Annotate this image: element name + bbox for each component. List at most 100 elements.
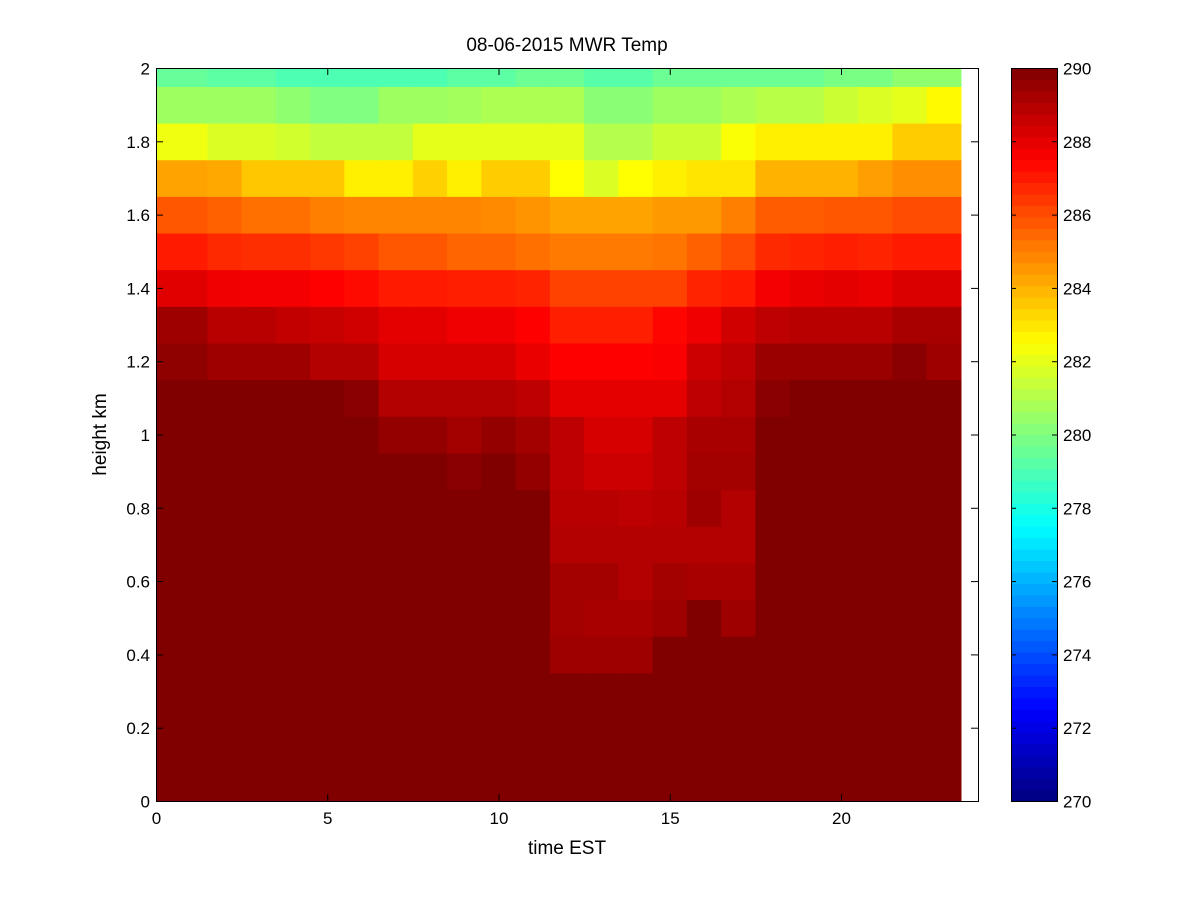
heatmap-cell bbox=[721, 232, 756, 271]
heatmap-cell bbox=[310, 526, 345, 564]
heatmap-cell bbox=[618, 86, 654, 124]
heatmap-cell bbox=[926, 379, 962, 417]
heatmap-cell bbox=[755, 489, 791, 527]
colorbar-band bbox=[1011, 274, 1057, 287]
heatmap-cell bbox=[892, 68, 928, 87]
heatmap-cell bbox=[652, 86, 688, 124]
colorbar-band bbox=[1011, 354, 1057, 367]
heatmap-cell bbox=[549, 86, 585, 124]
heatmap-cell bbox=[721, 452, 756, 491]
heatmap-cell bbox=[447, 452, 482, 491]
heatmap-cell bbox=[156, 672, 208, 802]
heatmap-cell bbox=[721, 342, 756, 381]
heatmap-cell bbox=[207, 489, 243, 527]
heatmap-cell bbox=[652, 379, 688, 417]
heatmap-cell bbox=[926, 232, 962, 271]
heatmap-cell bbox=[310, 636, 345, 674]
heatmap-cell bbox=[447, 159, 482, 197]
heatmap-cell bbox=[156, 489, 208, 527]
heatmap-cell bbox=[858, 379, 893, 417]
colorbar-band bbox=[1011, 709, 1057, 722]
heatmap-cell bbox=[515, 562, 551, 601]
colorbar-band bbox=[1011, 205, 1057, 218]
heatmap-cell bbox=[515, 342, 551, 381]
heatmap-cell bbox=[241, 672, 277, 802]
heatmap-cell bbox=[652, 122, 688, 161]
heatmap-cell bbox=[549, 232, 585, 271]
colorbar-band bbox=[1011, 79, 1057, 92]
colorbar-band bbox=[1011, 766, 1057, 779]
heatmap-cell bbox=[858, 269, 893, 307]
colorbar-band bbox=[1011, 526, 1057, 539]
heatmap-cell bbox=[207, 636, 243, 674]
heatmap-cell bbox=[344, 68, 380, 87]
heatmap-cell bbox=[378, 672, 414, 802]
heatmap-cell bbox=[412, 269, 448, 307]
colorbar-band bbox=[1011, 285, 1057, 298]
heatmap-cell bbox=[652, 599, 688, 637]
heatmap-cell bbox=[926, 86, 962, 124]
heatmap-cell bbox=[241, 68, 277, 87]
heatmap-cell bbox=[515, 232, 551, 271]
heatmap-cell bbox=[344, 196, 380, 234]
y-tick-label: 0.4 bbox=[126, 646, 150, 665]
colorbar-band bbox=[1011, 732, 1057, 745]
heatmap-cell bbox=[755, 379, 791, 417]
heatmap-cell bbox=[721, 672, 756, 802]
y-tick-label: 1 bbox=[141, 426, 150, 445]
heatmap-cell bbox=[207, 306, 243, 344]
heatmap-cell bbox=[755, 562, 791, 601]
colorbar-band bbox=[1011, 697, 1057, 710]
heatmap-cell bbox=[481, 86, 517, 124]
heatmap-cell bbox=[755, 452, 791, 491]
heatmap-cell bbox=[584, 159, 619, 197]
heatmap-cell bbox=[275, 526, 311, 564]
y-axis: 0 0.2 0.4 0.6 0.8 1 1.2 1.4 1.6 1.8 2 bbox=[126, 60, 978, 812]
heatmap-cell bbox=[618, 269, 654, 307]
heatmap-cell bbox=[447, 342, 482, 381]
heatmap-cell bbox=[275, 636, 311, 674]
heatmap-cell bbox=[344, 416, 380, 454]
x-axis-label: time EST bbox=[528, 838, 607, 859]
colorbar-band bbox=[1011, 423, 1057, 436]
heatmap-cell bbox=[686, 599, 722, 637]
heatmap-cell bbox=[207, 159, 243, 197]
heatmap-cell bbox=[207, 562, 243, 601]
heatmap-cell bbox=[207, 526, 243, 564]
heatmap-cell bbox=[156, 562, 208, 601]
heatmap-cell bbox=[652, 562, 688, 601]
heatmap-cell bbox=[926, 122, 962, 161]
heatmap-cell bbox=[447, 672, 482, 802]
heatmap-cell bbox=[892, 306, 928, 344]
heatmap-cell bbox=[652, 489, 688, 527]
heatmap-cell bbox=[926, 489, 962, 527]
heatmap-cell bbox=[549, 599, 585, 637]
heatmap-cell bbox=[310, 68, 345, 87]
heatmap-cell bbox=[584, 196, 619, 234]
colorbar-band bbox=[1011, 125, 1057, 138]
heatmap-cell bbox=[481, 269, 517, 307]
heatmap-cell bbox=[447, 306, 482, 344]
heatmap-cell bbox=[858, 526, 893, 564]
heatmap-cell bbox=[618, 562, 654, 601]
y-tick-label: 2 bbox=[141, 60, 150, 79]
heatmap-cell bbox=[584, 416, 619, 454]
heatmap-cell bbox=[378, 68, 414, 87]
colorbar-band bbox=[1011, 686, 1057, 699]
heatmap-cell bbox=[549, 562, 585, 601]
heatmap-cell bbox=[275, 68, 311, 87]
heatmap-cell bbox=[652, 196, 688, 234]
heatmap-cell bbox=[447, 526, 482, 564]
colorbar-band bbox=[1011, 411, 1057, 424]
colorbar: 270 272 274 276 278 280 282 284 286 288 290 bbox=[1011, 60, 1091, 812]
colorbar-band bbox=[1011, 789, 1057, 802]
heatmap-cell bbox=[652, 269, 688, 307]
heatmap-cell bbox=[412, 452, 448, 491]
heatmap-cell bbox=[892, 269, 928, 307]
colorbar-band bbox=[1011, 262, 1057, 275]
heatmap-cell bbox=[652, 159, 688, 197]
heatmap-cell bbox=[481, 232, 517, 271]
heatmap-cell bbox=[344, 489, 380, 527]
heatmap-cell bbox=[721, 159, 756, 197]
heatmap-cell bbox=[515, 452, 551, 491]
